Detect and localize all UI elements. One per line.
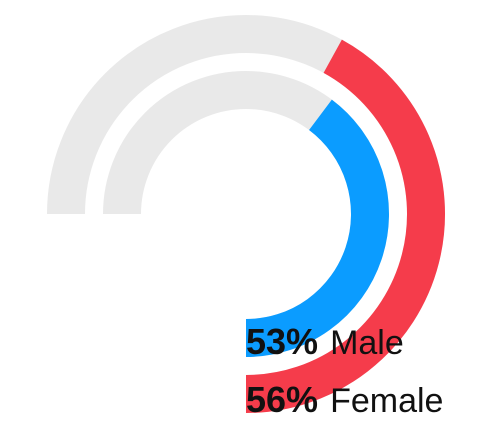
male-name: Male [330, 324, 404, 362]
female-percent: 56% [246, 379, 318, 420]
male-percent: 53% [246, 321, 318, 362]
male-value-arc [245, 99, 389, 357]
female-label: 56% Female [246, 379, 443, 420]
male-label: 53% Male [246, 321, 404, 362]
female-value-arc [245, 39, 445, 413]
female-name: Female [330, 382, 443, 420]
